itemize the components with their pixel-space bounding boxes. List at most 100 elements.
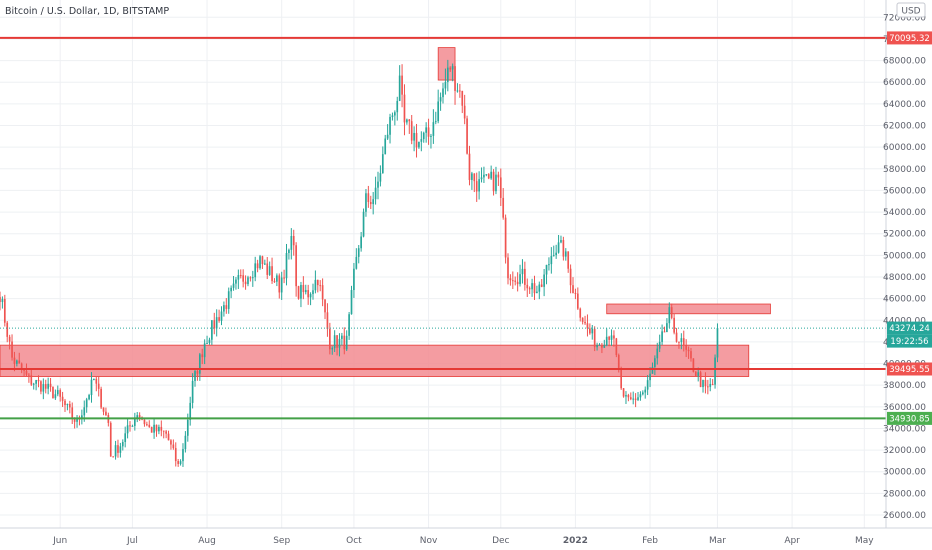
candle-body [155, 424, 158, 432]
candle-body [170, 440, 172, 445]
candle-body [353, 268, 355, 291]
candle-body [211, 320, 213, 340]
candle-body [288, 249, 290, 254]
candle-body [514, 280, 517, 282]
candle-body [531, 283, 533, 290]
candle-body [220, 311, 223, 321]
candle-body [536, 291, 538, 294]
candle-body [502, 197, 505, 218]
time-tick-label: Jul [126, 536, 138, 546]
candles [0, 59, 719, 467]
candle-body [658, 341, 661, 349]
candle-body [321, 285, 324, 300]
candle-body [540, 284, 543, 287]
candle-body [675, 332, 678, 342]
candle-body [290, 236, 293, 250]
time-axis-panel[interactable] [0, 528, 932, 550]
time-tick-label: Dec [492, 536, 509, 546]
level-price-label-1-bg [887, 31, 932, 45]
candle-body [312, 290, 314, 295]
candle-body [562, 240, 565, 257]
candle-body [362, 211, 365, 237]
price-axis-panel[interactable] [886, 0, 932, 528]
candle-body [285, 253, 288, 279]
candle-body [283, 277, 285, 279]
candle-body [360, 236, 362, 249]
candle-body [271, 266, 273, 282]
level-price-label-3-bg [887, 411, 932, 425]
axis-price-labels: 70095.32 39495.55 34930.85 43274.24 19:22:56 [887, 31, 932, 425]
countdown-label-bg [887, 334, 932, 348]
price-tick-label: 52000.00 [883, 230, 926, 240]
time-tick-label: Jun [52, 536, 67, 546]
candle-body [355, 256, 358, 269]
candle-body [678, 341, 680, 343]
candle-body [239, 275, 242, 277]
candle-body [668, 307, 671, 324]
price-tick-label: 44000.00 [883, 316, 926, 326]
candle-body [206, 342, 208, 344]
candle-body [201, 354, 204, 358]
candle-body [251, 277, 254, 279]
candle-body [632, 398, 635, 400]
candle-body [567, 251, 570, 269]
candle-body [3, 298, 6, 323]
candle-body [20, 363, 23, 370]
price-tick-label: 64000.00 [883, 100, 926, 110]
candle-body [492, 171, 495, 192]
zone-rectangle-1[interactable] [0, 344, 750, 377]
candle-body [437, 101, 440, 122]
candle-body [596, 345, 598, 348]
candle-body [711, 383, 714, 385]
candle-body [47, 383, 49, 389]
candle-body [95, 378, 98, 384]
candle-body [601, 344, 603, 348]
candle-body [649, 373, 651, 381]
candle-body [509, 278, 512, 281]
candle-body [184, 435, 187, 450]
candle-body [572, 285, 574, 293]
currency-box[interactable] [896, 2, 926, 18]
candle-body [259, 256, 261, 269]
candle-body [381, 154, 384, 174]
candle-body [603, 345, 606, 348]
candle-body [478, 179, 480, 192]
candle-body [278, 275, 281, 293]
candle-body [121, 441, 124, 447]
candle-body [261, 256, 264, 265]
candle-body [292, 236, 295, 246]
candle-body [634, 398, 637, 400]
candle-body [646, 380, 649, 390]
candle-body [266, 263, 269, 275]
candle-body [548, 264, 550, 266]
candle-body [418, 141, 420, 148]
candle-body [408, 119, 411, 122]
price-tick-label: 28000.00 [883, 489, 926, 499]
candle-body [18, 360, 21, 364]
candle-body [338, 338, 341, 348]
candle-body [446, 67, 449, 83]
candle-body [131, 425, 134, 427]
candle-body [256, 263, 259, 269]
candle-body [673, 317, 675, 333]
price-tick-label: 32000.00 [883, 446, 926, 456]
candle-body [126, 425, 129, 434]
price-tick-label: 60000.00 [883, 143, 926, 153]
candle-body [336, 335, 338, 348]
candle-body [555, 252, 558, 256]
candle-body [328, 328, 331, 350]
candle-body [56, 390, 59, 395]
zone-rectangle-2[interactable] [606, 303, 771, 315]
candle-body [449, 67, 452, 70]
candle-body [444, 82, 447, 89]
candle-body [343, 335, 346, 350]
candle-body [30, 375, 33, 385]
candle-body [341, 335, 343, 339]
candle-body [81, 415, 83, 420]
candle-body [670, 307, 673, 318]
candle-body [579, 308, 582, 318]
last-price-label-bg [887, 321, 932, 335]
candle-body [218, 317, 220, 321]
